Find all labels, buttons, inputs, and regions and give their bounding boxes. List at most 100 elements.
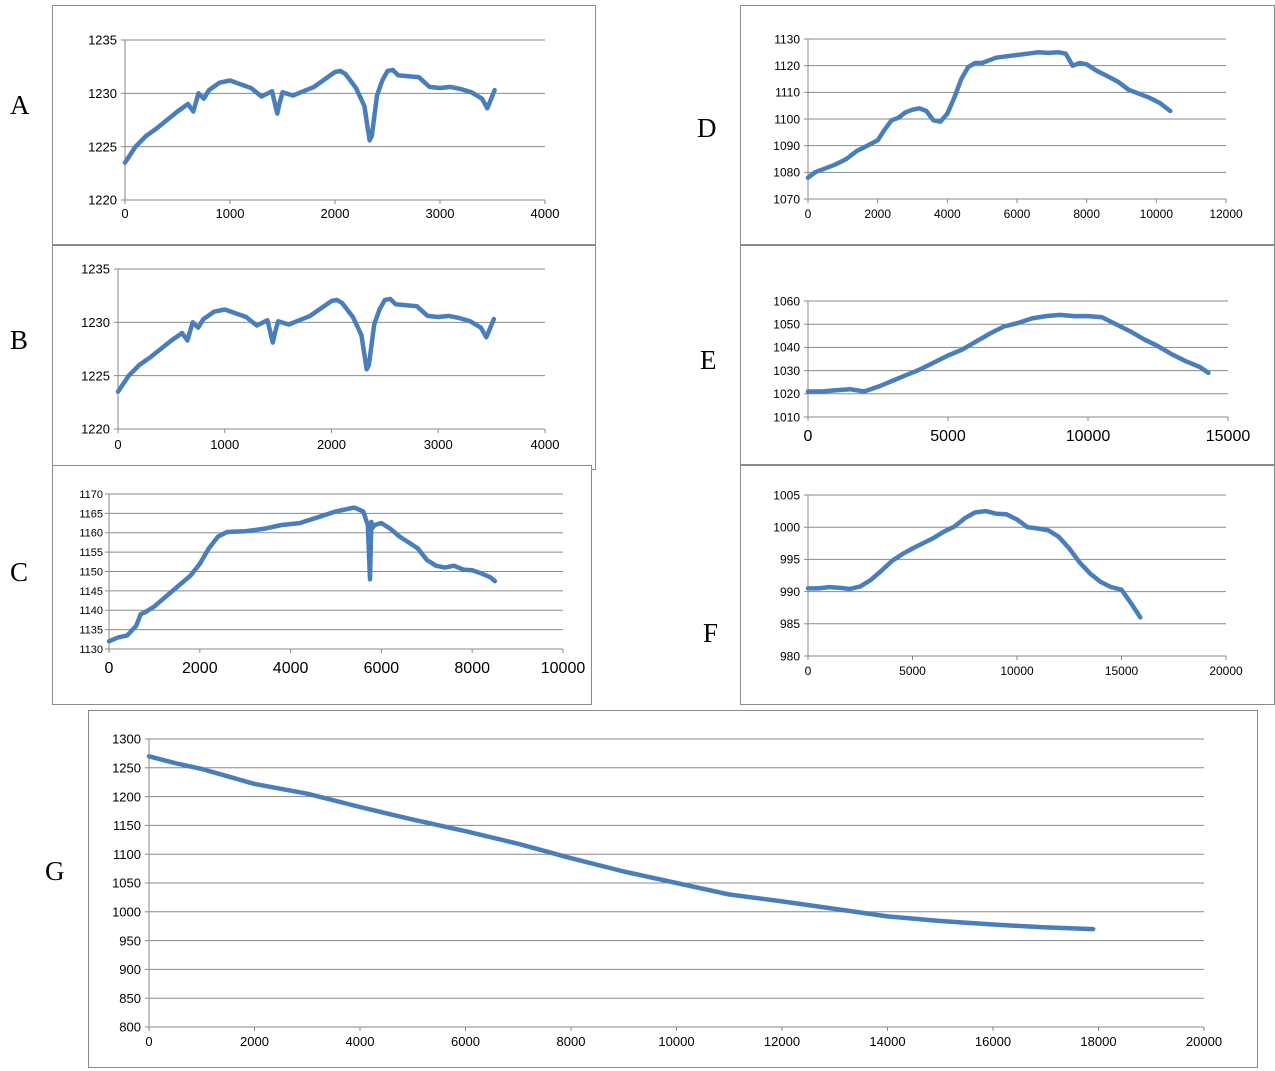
y-tick-label: 995 <box>780 553 800 567</box>
x-tick-label: 4000 <box>273 660 309 677</box>
y-tick-label: 850 <box>119 991 141 1006</box>
chart-a: 1220 1225 1230 1235 0 1000 2000 3000 4000 <box>52 5 596 245</box>
y-tick-label: 1030 <box>773 364 800 378</box>
y-tick-label: 1150 <box>113 818 141 833</box>
y-tick-label: 1150 <box>79 566 103 578</box>
x-tick-label: 8000 <box>557 1034 586 1049</box>
x-tick-label: 0 <box>105 660 114 677</box>
y-tick-label: 1220 <box>81 422 110 437</box>
x-tick-label: 4000 <box>346 1034 375 1049</box>
x-tick-label: 5000 <box>930 428 966 445</box>
y-tick-label: 1010 <box>773 410 800 424</box>
y-tick-label: 1040 <box>773 341 800 355</box>
y-tick-label: 1050 <box>112 876 141 891</box>
panel-label-d: D <box>697 113 717 143</box>
y-tick-label: 1135 <box>79 625 103 637</box>
y-tick-label: 1000 <box>112 904 141 919</box>
x-tick-label: 0 <box>121 206 128 221</box>
series-line-e <box>805 312 1211 394</box>
y-tick-label: 900 <box>119 962 141 977</box>
chart-g-svg: 800 850 900 950 1000 1050 1100 1150 1200 1250 1300… <box>112 732 1222 1049</box>
x-tick-label: 16000 <box>975 1034 1011 1049</box>
x-tick-label: 8000 <box>1073 207 1100 221</box>
y-tick-label: 980 <box>780 649 800 663</box>
series-line-f <box>805 508 1143 620</box>
series-line-b <box>115 296 497 394</box>
x-tick-label: 0 <box>804 428 813 445</box>
y-tick-label: 1225 <box>88 139 117 154</box>
y-tick-label: 1130 <box>774 32 800 46</box>
x-tick-label: 4000 <box>934 207 961 221</box>
y-tick-label: 1160 <box>79 528 103 540</box>
x-tick-label: 3000 <box>426 206 455 221</box>
y-tick-label: 1230 <box>88 86 117 101</box>
x-tick-label: 10000 <box>1000 664 1034 678</box>
x-tick-label: 6000 <box>364 660 400 677</box>
x-tick-label: 15000 <box>1105 664 1139 678</box>
y-tick-label: 1250 <box>112 760 141 775</box>
x-tick-label: 20000 <box>1186 1034 1222 1049</box>
chart-e-svg: 1010 1020 1030 1040 1050 1060 0 5000 10000 15000 <box>773 294 1250 445</box>
x-tick-label: 12000 <box>764 1034 800 1049</box>
x-tick-label: 4000 <box>531 206 560 221</box>
y-tick-label: 1200 <box>112 789 141 804</box>
x-tick-label: 0 <box>114 437 121 452</box>
chart-b: 1220 1225 1230 1235 0 1000 2000 3000 4000 <box>52 245 596 470</box>
y-tick-label: 1110 <box>775 86 800 100</box>
chart-d-svg: 1070 1080 1090 1100 1110 1120 1130 0 2000 4000 600… <box>773 32 1243 221</box>
y-tick-label: 1225 <box>81 368 110 383</box>
panel-label-g: G <box>45 856 65 886</box>
x-tick-label: 6000 <box>1004 207 1031 221</box>
x-tick-label: 1000 <box>216 206 245 221</box>
x-tick-label: 4000 <box>531 437 560 452</box>
x-tick-label: 8000 <box>454 660 490 677</box>
y-tick-label: 1120 <box>774 59 800 73</box>
y-tick-label: 1145 <box>79 586 103 598</box>
panel-label-c: C <box>10 557 29 587</box>
x-tick-label: 2000 <box>864 207 891 221</box>
x-tick-label: 10000 <box>1140 207 1174 221</box>
chart-f: 980 985 990 995 1000 1005 0 5000 10000 15000 20000 <box>740 465 1275 705</box>
x-tick-label: 10000 <box>541 660 586 677</box>
y-tick-label: 1170 <box>79 489 103 501</box>
y-tick-label: 1235 <box>88 33 117 48</box>
y-tick-label: 985 <box>780 617 800 631</box>
x-tick-label: 0 <box>145 1034 152 1049</box>
x-tick-label: 1000 <box>210 437 239 452</box>
x-tick-label: 2000 <box>240 1034 269 1049</box>
y-tick-label: 1080 <box>773 166 800 180</box>
y-tick-label: 1155 <box>79 547 103 559</box>
y-tick-label: 950 <box>119 933 141 948</box>
y-tick-label: 1100 <box>113 847 141 862</box>
chart-f-svg: 980 985 990 995 1000 1005 0 5000 10000 15000 20000 <box>773 488 1243 678</box>
series-line-d <box>805 50 1173 180</box>
y-tick-label: 1230 <box>81 315 110 330</box>
series-line-g <box>146 754 1096 932</box>
y-tick-label: 1140 <box>79 605 103 617</box>
chart-e: 1010 1020 1030 1040 1050 1060 0 5000 10000 15000 <box>740 245 1275 465</box>
y-tick-label: 1020 <box>773 387 800 401</box>
series-line-a <box>122 67 497 165</box>
panel-label-f: F <box>703 618 719 648</box>
chart-a-svg: 1220 1225 1230 1235 0 1000 2000 3000 4000 <box>88 33 560 221</box>
x-tick-label: 2000 <box>317 437 346 452</box>
x-tick-label: 6000 <box>451 1034 480 1049</box>
x-tick-label: 14000 <box>869 1034 905 1049</box>
x-tick-label: 10000 <box>1066 428 1111 445</box>
y-tick-label: 990 <box>780 585 800 599</box>
panel-label-a: A <box>10 90 30 120</box>
x-tick-label: 2000 <box>321 206 350 221</box>
y-tick-label: 1100 <box>774 112 800 126</box>
x-tick-label: 2000 <box>182 660 218 677</box>
y-tick-label: 1300 <box>112 732 141 747</box>
x-tick-label: 0 <box>805 664 812 678</box>
series-line-c <box>106 505 498 644</box>
x-tick-label: 3000 <box>424 437 453 452</box>
panel-label-b: B <box>10 325 29 355</box>
y-tick-label: 1000 <box>773 521 800 535</box>
y-tick-label: 1235 <box>81 262 110 277</box>
y-tick-label: 1220 <box>88 193 117 208</box>
y-tick-label: 1005 <box>773 488 800 502</box>
chart-b-svg: 1220 1225 1230 1235 0 1000 2000 3000 4000 <box>81 262 560 452</box>
y-tick-label: 1060 <box>773 294 800 308</box>
